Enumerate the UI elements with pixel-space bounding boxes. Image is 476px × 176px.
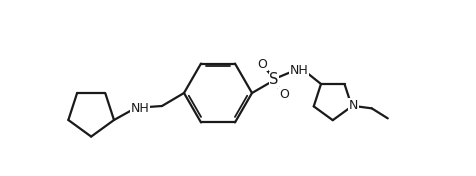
Text: S: S bbox=[269, 73, 278, 87]
Text: O: O bbox=[257, 58, 267, 71]
Text: O: O bbox=[279, 87, 289, 100]
Text: NH: NH bbox=[130, 102, 149, 115]
Text: N: N bbox=[349, 99, 358, 112]
Text: NH: NH bbox=[289, 64, 308, 77]
